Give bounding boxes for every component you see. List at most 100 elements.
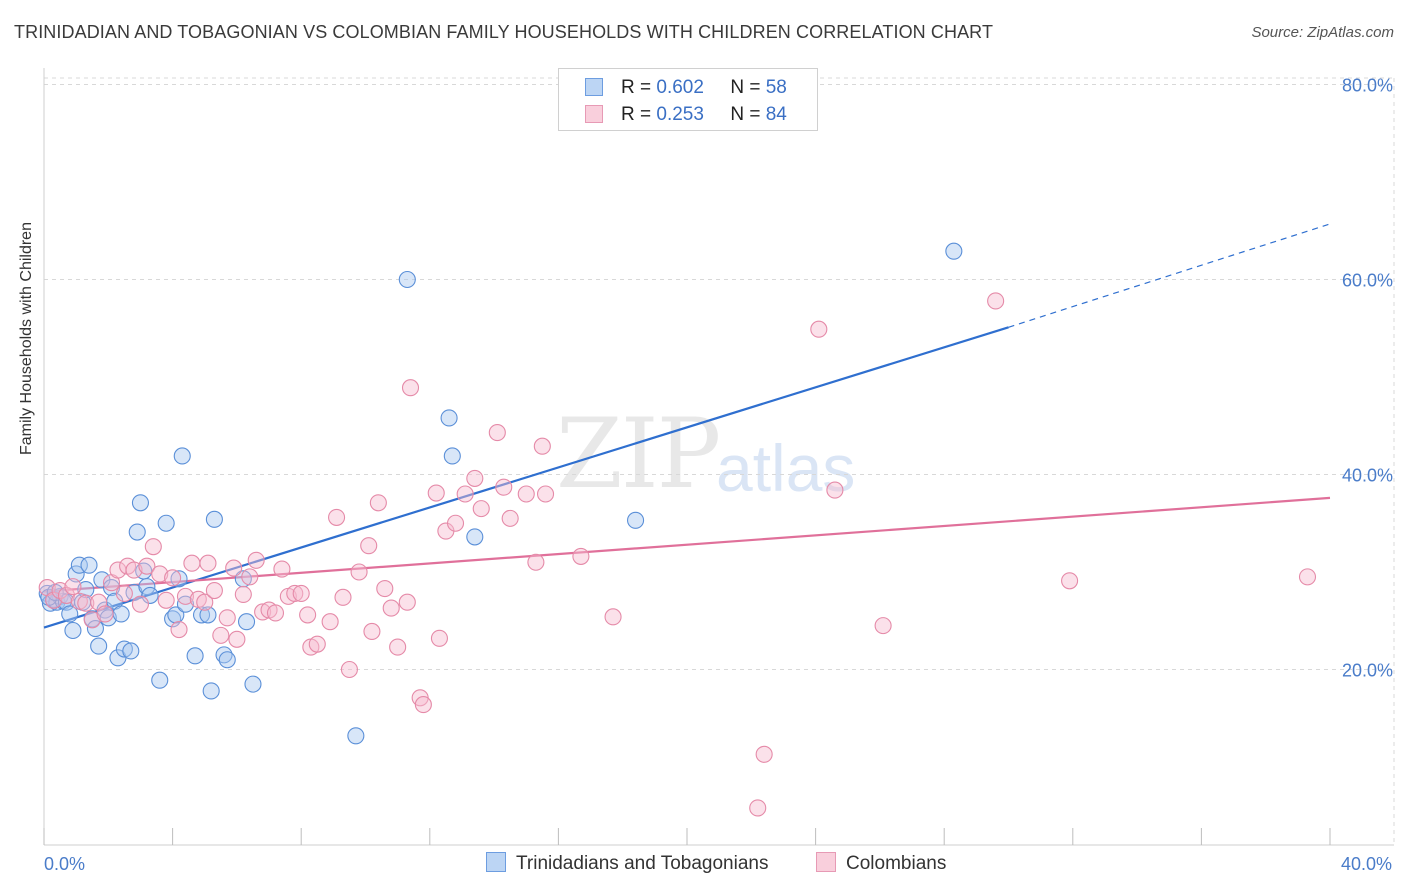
point-colombian: [308, 635, 326, 653]
point-colombian: [340, 660, 358, 679]
point-colombian: [299, 606, 317, 624]
point-colombian: [45, 591, 63, 609]
point-colombian: [456, 485, 474, 503]
point-colombian: [64, 578, 82, 596]
point-colombian: [292, 584, 310, 603]
x-tick-label: 40.0%: [1341, 854, 1392, 874]
source-label: Source: ZipAtlas.com: [1251, 24, 1394, 41]
point-colombian: [266, 604, 285, 622]
point-trinidadian: [80, 556, 98, 574]
point-colombian: [572, 547, 590, 565]
point-colombian: [527, 553, 545, 571]
point-trinidadian: [167, 606, 185, 624]
point-trinidadian: [443, 447, 461, 465]
point-colombian: [749, 799, 767, 817]
point-colombian: [810, 320, 828, 338]
point-colombian: [151, 565, 169, 583]
point-trinidadian: [945, 242, 963, 260]
point-trinidadian: [170, 570, 188, 588]
point-colombian: [125, 561, 143, 579]
point-colombian: [501, 509, 519, 527]
trend-line-trinidadian: [43, 326, 1009, 629]
legend-n-label: N =: [730, 77, 761, 98]
legend-swatch-pink: [816, 852, 836, 872]
correlation-legend: R = 0.602 N = 58 R = 0.253 N = 84: [558, 68, 818, 131]
point-colombian: [533, 437, 551, 455]
point-colombian: [382, 599, 400, 617]
point-colombian: [131, 595, 149, 613]
point-colombian: [254, 603, 272, 621]
point-colombian: [414, 696, 432, 714]
point-trinidadian: [112, 605, 130, 623]
point-colombian: [273, 560, 291, 578]
point-colombian: [321, 613, 339, 631]
point-trinidadian: [115, 640, 133, 658]
point-colombian: [157, 591, 175, 609]
point-colombian: [196, 593, 214, 611]
point-trinidadian: [128, 523, 146, 541]
point-trinidadian: [398, 270, 416, 289]
x-tick-label: 0.0%: [44, 854, 85, 874]
point-colombian: [401, 379, 420, 397]
data-points: [38, 242, 1317, 817]
point-colombian: [70, 592, 88, 610]
point-colombian: [138, 557, 156, 575]
legend-swatch-blue: [585, 78, 603, 96]
legend-series1-label: Trinidadians and Tobagonians: [516, 853, 769, 874]
legend-r-value: 0.602: [656, 77, 704, 98]
point-colombian: [389, 638, 407, 656]
point-trinidadian: [347, 727, 365, 745]
point-colombian: [1298, 568, 1317, 586]
point-colombian: [234, 585, 252, 603]
trend-line-colombian: [43, 496, 1331, 593]
point-colombian: [472, 500, 490, 518]
legend-swatch-blue: [486, 852, 506, 872]
bottom-legend-trinidadian: Trinidadians and Tobagonians: [486, 852, 768, 875]
point-colombian: [199, 554, 217, 572]
point-colombian: [398, 593, 416, 611]
point-colombian: [427, 484, 445, 502]
point-trinidadian: [173, 447, 191, 465]
point-colombian: [517, 485, 535, 503]
point-colombian: [1061, 572, 1079, 590]
y-tick-label: 80.0%: [1342, 76, 1393, 96]
point-trinidadian: [627, 511, 645, 529]
tick-labels: 20.0% 40.0% 60.0% 80.0% 0.0% 40.0%: [44, 76, 1393, 875]
point-colombian: [77, 594, 95, 612]
point-colombian: [247, 551, 265, 569]
point-colombian: [212, 626, 230, 644]
point-colombian: [183, 554, 201, 572]
point-colombian: [241, 568, 259, 586]
point-trinidadian: [202, 682, 220, 700]
point-colombian: [176, 587, 195, 605]
point-colombian: [755, 745, 773, 763]
point-colombian: [874, 617, 892, 635]
point-colombian: [164, 569, 182, 587]
point-colombian: [225, 559, 243, 577]
point-trinidadian: [237, 613, 256, 631]
point-trinidadian: [138, 578, 156, 596]
point-trinidadian: [199, 606, 217, 624]
point-trinidadian: [466, 528, 484, 546]
legend-swatch-pink: [585, 105, 603, 123]
point-colombian: [536, 485, 555, 503]
point-colombian: [170, 620, 188, 639]
legend-n-label: N =: [730, 104, 761, 125]
axes: [43, 68, 1394, 846]
point-colombian: [205, 581, 223, 600]
legend-r-value: 0.253: [656, 104, 704, 125]
point-trinidadian: [64, 621, 82, 640]
point-trinidadian: [218, 651, 236, 669]
point-colombian: [115, 584, 133, 603]
point-colombian: [495, 478, 513, 496]
point-trinidadian: [141, 586, 159, 604]
gridlines: [44, 77, 1395, 845]
point-colombian: [446, 514, 465, 532]
bottom-legend-colombian: Colombians: [816, 852, 946, 875]
chart-title: TRINIDADIAN AND TOBAGONIAN VS COLOMBIAN …: [14, 22, 994, 42]
y-tick-label: 20.0%: [1342, 661, 1393, 681]
watermark-zip: ZIP: [556, 398, 721, 510]
point-colombian: [334, 588, 352, 606]
point-colombian: [144, 538, 162, 556]
